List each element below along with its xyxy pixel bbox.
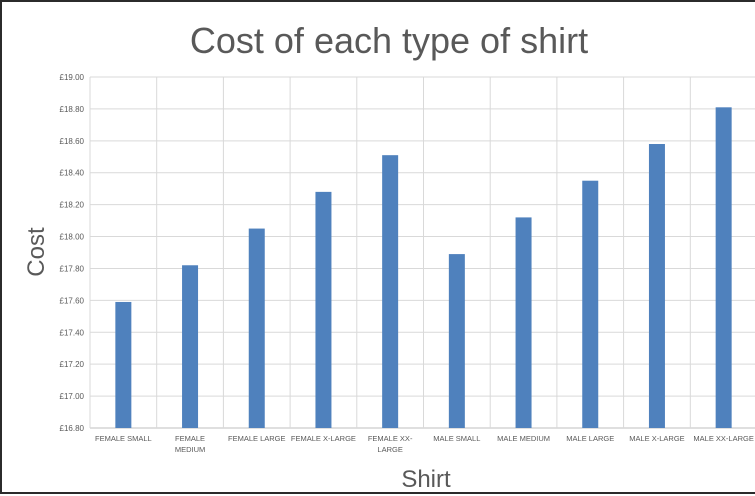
x-category-label: MALE X-LARGE	[629, 434, 684, 443]
y-tick-label: £17.60	[60, 296, 85, 305]
x-category-label: FEMALE X-LARGE	[291, 434, 356, 443]
chart-title: Cost of each type of shirt	[190, 20, 588, 61]
x-category-label: FEMALE LARGE	[228, 434, 286, 443]
y-tick-label: £17.80	[60, 264, 85, 273]
bar-female-medium	[182, 265, 199, 428]
bar-male-large	[582, 180, 599, 428]
y-tick-label: £18.80	[60, 105, 85, 114]
bar-male-x-large	[648, 144, 665, 428]
x-category-label: FEMALE MEDIUM	[175, 434, 205, 454]
bar-male-small	[448, 254, 465, 428]
y-tick-label: £16.80	[60, 424, 85, 433]
y-tick-label: £17.40	[60, 328, 85, 337]
bar-male-medium	[515, 217, 532, 428]
x-axis-title: Shirt	[401, 466, 451, 493]
bars-layer	[115, 107, 732, 429]
x-category-label: MALE LARGE	[566, 434, 614, 443]
y-tick-label: £17.20	[60, 360, 85, 369]
x-category-labels: FEMALE SMALL FEMALE MEDIUM FEMALE LARGE FEMA…	[95, 434, 754, 454]
x-category-label: MALE MEDIUM	[497, 434, 550, 443]
y-tick-label: £18.40	[60, 169, 85, 178]
grid-layer	[89, 76, 755, 429]
x-category-label: FEMALE XX-LARGE	[368, 434, 413, 454]
y-tick-labels: £16.80 £17.00 £17.20 £17.40 £17.60 £17.80 £18.…	[60, 73, 85, 433]
x-category-label: FEMALE SMALL	[95, 434, 152, 443]
bar-female-small	[115, 301, 132, 428]
y-tick-label: £19.00	[60, 73, 85, 82]
bar-female-xx-large	[382, 155, 399, 428]
bar-female-x-large	[315, 191, 332, 428]
x-category-label: MALE XX-LARGE	[693, 434, 753, 443]
y-tick-label: £18.20	[60, 201, 85, 210]
bar-female-large	[248, 228, 265, 428]
y-tick-label: £18.00	[60, 233, 85, 242]
y-axis-title: Cost	[23, 227, 50, 277]
x-category-label: MALE SMALL	[433, 434, 480, 443]
y-tick-label: £17.00	[60, 392, 85, 401]
bar-male-xx-large	[715, 107, 732, 429]
y-tick-label: £18.60	[60, 137, 85, 146]
